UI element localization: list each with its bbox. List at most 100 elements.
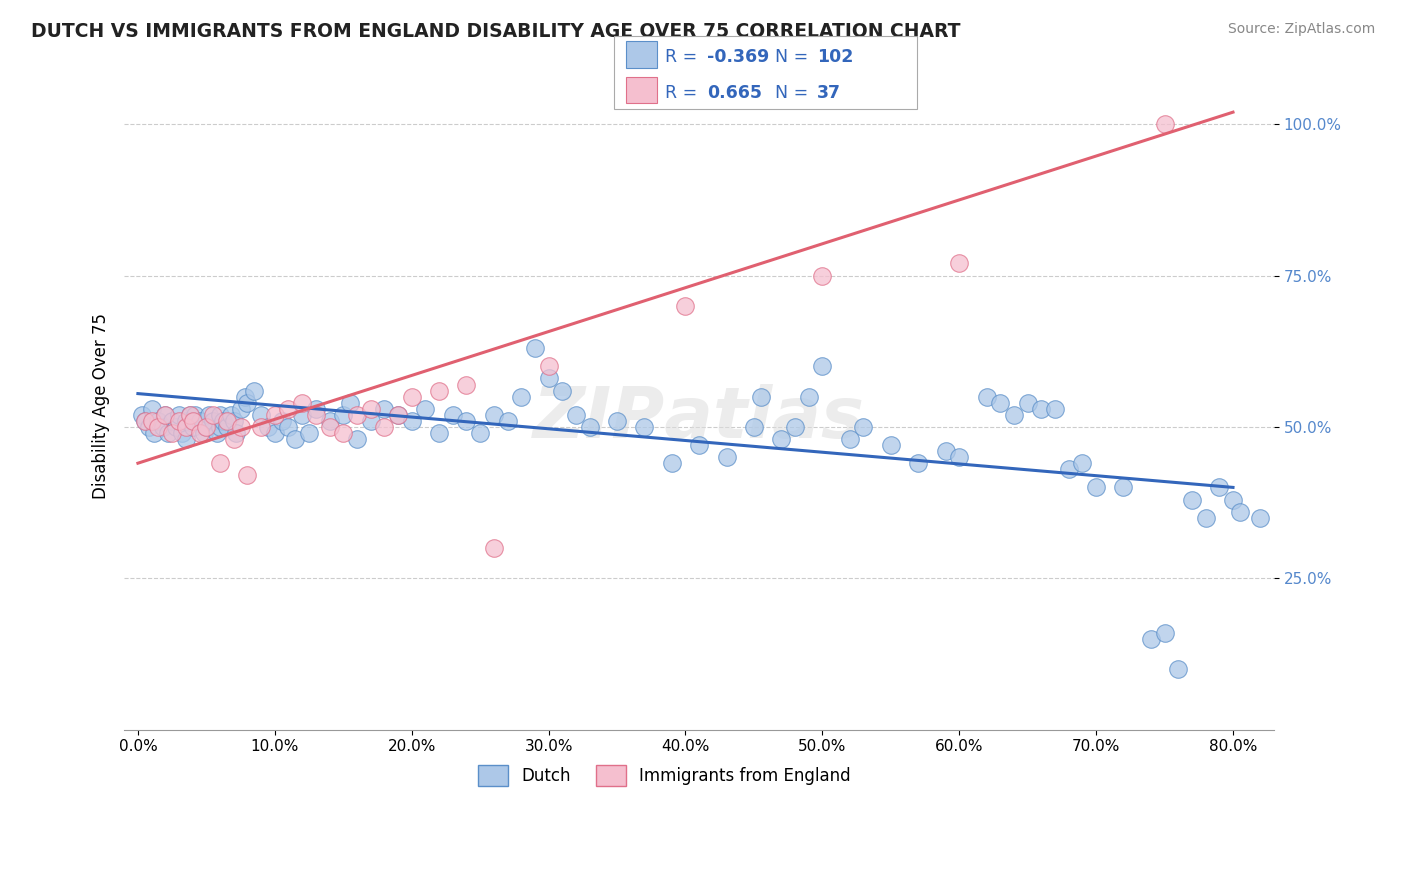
Point <box>195 420 218 434</box>
Point <box>291 408 314 422</box>
Point <box>811 268 834 283</box>
Point <box>167 408 190 422</box>
Point <box>427 425 450 440</box>
Point <box>305 401 328 416</box>
Point <box>179 408 201 422</box>
Point <box>160 414 183 428</box>
Point <box>229 420 252 434</box>
Point <box>207 425 229 440</box>
Text: N =: N = <box>775 84 814 102</box>
Point <box>155 408 177 422</box>
Point <box>373 420 395 434</box>
Legend: Dutch, Immigrants from England: Dutch, Immigrants from England <box>471 759 858 792</box>
Point <box>1017 395 1039 409</box>
Point <box>907 456 929 470</box>
Point <box>148 414 170 428</box>
Point <box>209 456 232 470</box>
Point <box>456 377 478 392</box>
Point <box>468 425 491 440</box>
Point <box>1249 510 1271 524</box>
Point <box>415 401 437 416</box>
Point <box>537 371 560 385</box>
Point <box>138 420 160 434</box>
Point <box>236 468 259 483</box>
Point <box>202 414 225 428</box>
Point <box>880 438 903 452</box>
Point <box>181 414 204 428</box>
Text: Source: ZipAtlas.com: Source: ZipAtlas.com <box>1227 22 1375 37</box>
Text: -0.369: -0.369 <box>707 48 769 66</box>
Point <box>225 425 247 440</box>
Point <box>233 390 256 404</box>
Point <box>184 408 207 422</box>
Point <box>141 401 163 416</box>
Point <box>318 420 340 434</box>
Point <box>401 390 423 404</box>
Point <box>811 359 834 374</box>
Text: DUTCH VS IMMIGRANTS FROM ENGLAND DISABILITY AGE OVER 75 CORRELATION CHART: DUTCH VS IMMIGRANTS FROM ENGLAND DISABIL… <box>31 22 960 41</box>
Point <box>948 256 970 270</box>
Point <box>1112 480 1135 494</box>
Text: 0.665: 0.665 <box>707 84 762 102</box>
Point <box>181 420 204 434</box>
Point <box>222 432 245 446</box>
Point <box>236 395 259 409</box>
Point <box>332 425 354 440</box>
Point <box>284 432 307 446</box>
Point <box>152 420 174 434</box>
Point <box>551 384 574 398</box>
Point <box>387 408 409 422</box>
Point <box>250 420 273 434</box>
Text: R =: R = <box>665 48 703 66</box>
Point <box>523 341 546 355</box>
Text: ZIP​atlas: ZIP​atlas <box>533 384 865 453</box>
Point <box>229 401 252 416</box>
Point <box>160 425 183 440</box>
Point <box>134 414 156 428</box>
Point <box>578 420 600 434</box>
Point <box>496 414 519 428</box>
Point <box>263 408 285 422</box>
Point <box>277 420 299 434</box>
Point <box>219 408 242 422</box>
Point <box>1071 456 1094 470</box>
Point <box>318 414 340 428</box>
Point <box>193 425 215 440</box>
Point <box>482 541 505 555</box>
Point <box>1167 662 1189 676</box>
Text: R =: R = <box>665 84 709 102</box>
Point <box>537 359 560 374</box>
Point <box>215 420 238 434</box>
Point <box>441 408 464 422</box>
Point <box>427 384 450 398</box>
Point <box>770 432 793 446</box>
Point <box>174 420 197 434</box>
Point <box>134 414 156 428</box>
Text: N =: N = <box>775 48 814 66</box>
Point <box>141 414 163 428</box>
Point <box>198 408 221 422</box>
Point <box>935 444 957 458</box>
Point <box>456 414 478 428</box>
Point <box>263 425 285 440</box>
Point <box>148 420 170 434</box>
Point <box>633 420 655 434</box>
Point <box>170 425 193 440</box>
Point <box>749 390 772 404</box>
Point <box>188 414 211 428</box>
Point <box>852 420 875 434</box>
Point <box>209 420 232 434</box>
Point <box>250 408 273 422</box>
Y-axis label: Disability Age Over 75: Disability Age Over 75 <box>93 313 110 499</box>
Point <box>401 414 423 428</box>
Point <box>155 408 177 422</box>
Point <box>510 390 533 404</box>
Point <box>243 384 266 398</box>
Point <box>360 401 382 416</box>
Point <box>1194 510 1216 524</box>
Point <box>838 432 860 446</box>
Point <box>167 414 190 428</box>
Point <box>211 414 233 428</box>
Point <box>179 408 201 422</box>
Point <box>215 414 238 428</box>
